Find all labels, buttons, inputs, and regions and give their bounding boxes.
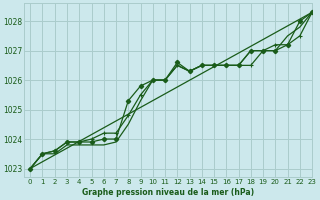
X-axis label: Graphe pression niveau de la mer (hPa): Graphe pression niveau de la mer (hPa) [82,188,254,197]
